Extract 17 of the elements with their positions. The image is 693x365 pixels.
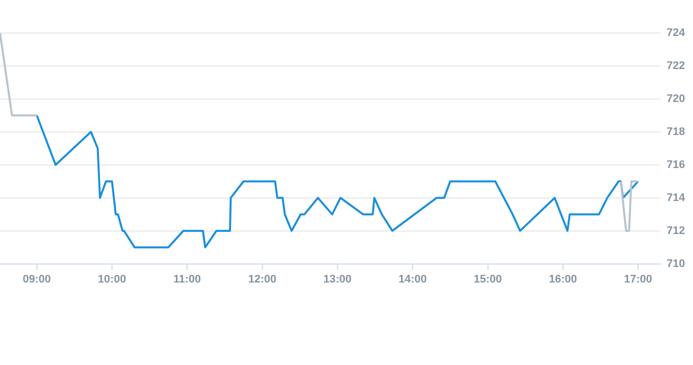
x-tick-label: 15:00 — [474, 273, 502, 286]
y-tick-label: 724 — [666, 27, 686, 40]
x-tick-label: 09:00 — [22, 273, 51, 286]
x-tick-label: 14:00 — [398, 273, 427, 286]
x-tick-label: 12:00 — [248, 273, 276, 286]
x-tick-label: 17:00 — [624, 273, 652, 286]
x-tick-label: 10:00 — [98, 273, 126, 286]
y-tick-label: 722 — [666, 60, 686, 72]
y-tick-label: 716 — [666, 158, 686, 171]
y-tick-label: 720 — [666, 92, 686, 105]
x-tick-label: 16:00 — [548, 273, 578, 286]
y-tick-label: 718 — [666, 126, 686, 138]
x-tick-label: 13:00 — [323, 273, 352, 286]
y-tick-label: 710 — [666, 258, 686, 270]
y-tick-label: 712 — [666, 224, 686, 237]
y-tick-label: 714 — [666, 192, 686, 204]
x-tick-label: 11:00 — [173, 273, 201, 286]
